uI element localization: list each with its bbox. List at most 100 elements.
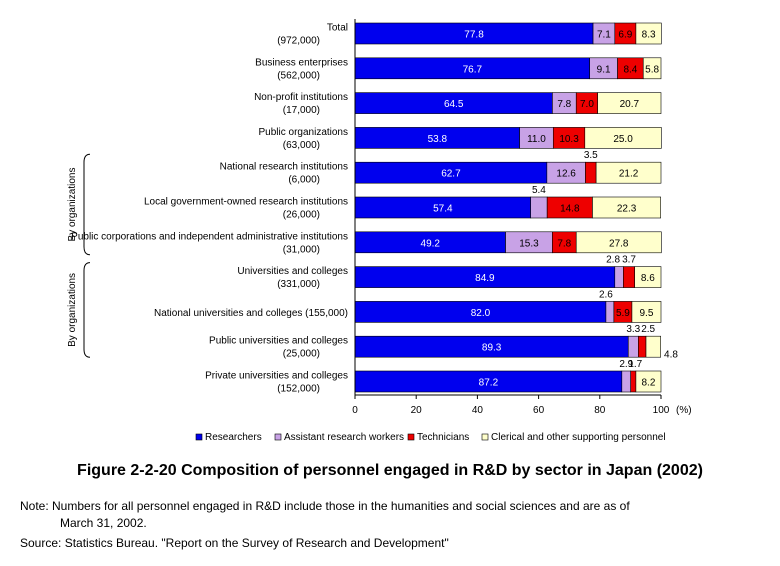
data-label: 5.4: [532, 185, 546, 196]
bar-segment: [631, 301, 662, 323]
bar-segment: [592, 196, 661, 219]
x-tick-label: 0: [352, 405, 358, 416]
data-label: 4.8: [664, 350, 678, 361]
legend-label: Clerical and other supporting personnel: [491, 432, 666, 443]
data-label: 3.5: [584, 150, 598, 161]
category-label: Local government-owned research institut…: [144, 197, 348, 208]
bar-segment: [630, 370, 637, 393]
data-label: 57.4: [433, 204, 453, 215]
category-count: (31,000): [283, 244, 320, 255]
data-label: 20.7: [620, 99, 640, 110]
data-label: 10.3: [559, 134, 579, 145]
data-label: 77.8: [464, 30, 484, 41]
bar-segment: [585, 161, 597, 184]
category-count: (25,000): [283, 349, 320, 360]
data-label: 5.9: [616, 308, 630, 319]
category-count: (6,000): [288, 175, 320, 186]
category-label: Public organizations: [259, 127, 349, 138]
x-unit-label: (%): [676, 405, 692, 416]
x-tick-label: 100: [653, 405, 670, 416]
data-label: 7.8: [557, 99, 571, 110]
data-label: 3.7: [622, 255, 636, 266]
data-label: 49.2: [421, 238, 441, 249]
group-bracket: [83, 262, 91, 358]
data-label: 5.8: [645, 64, 659, 75]
legend-label: Assistant research workers: [284, 432, 404, 443]
group-label: By organizations: [67, 273, 78, 347]
category-label: Public corporations and independent admi…: [71, 231, 348, 242]
data-label: 9.5: [640, 308, 654, 319]
data-label: 62.7: [441, 169, 461, 180]
data-label: 89.3: [482, 343, 502, 354]
bar-segment: [621, 370, 632, 393]
data-label: 2.9: [619, 359, 633, 370]
category-label: Non-profit institutions: [254, 92, 348, 103]
data-label: 3.3: [626, 324, 640, 335]
data-label: 6.9: [618, 30, 632, 41]
note-line-2: March 31, 2002.: [60, 516, 147, 530]
bar-segment: [597, 92, 662, 114]
data-label: 8.2: [642, 378, 656, 389]
bar-segment: [634, 266, 662, 288]
data-label: 21.2: [619, 169, 639, 180]
group-label: By organizations: [67, 168, 78, 242]
data-label: 22.3: [617, 204, 637, 215]
data-label: 2.8: [606, 255, 620, 266]
data-label: 84.9: [475, 273, 495, 284]
legend-swatch: [407, 433, 415, 441]
data-label: 2.6: [599, 289, 613, 300]
data-label: 14.8: [560, 204, 580, 215]
source-line: Source: Statistics Bureau. "Report on th…: [20, 536, 449, 550]
legend-label: Researchers: [205, 432, 262, 443]
category-label: Private universities and colleges: [205, 371, 348, 382]
category-count: (152,000): [277, 384, 320, 395]
category-label: Public universities and colleges: [209, 336, 348, 347]
group-bracket: [83, 153, 91, 256]
category-count: (972,000): [277, 36, 320, 47]
category-label: National universities and colleges (155,…: [154, 308, 348, 319]
category-count: (17,000): [283, 105, 320, 116]
bar-segment: [605, 301, 615, 323]
x-tick-label: 40: [472, 405, 484, 416]
data-label: 8.3: [642, 30, 656, 41]
category-label: Universities and colleges: [237, 266, 348, 277]
data-label: 12.6: [556, 169, 576, 180]
stacked-bar-chart: Total (972,000) 77.8 7.1 6.9 8.3 Business ente…: [67, 19, 692, 443]
category-label: Business enterprises: [255, 57, 348, 68]
bar-segment: [530, 196, 548, 219]
category-count: (331,000): [277, 279, 320, 290]
data-label: 7.8: [557, 238, 571, 249]
category-count: (26,000): [283, 210, 320, 221]
data-label: 11.0: [527, 134, 546, 145]
data-label: 76.7: [463, 64, 483, 75]
legend-swatch: [274, 433, 282, 441]
data-label: 15.3: [519, 238, 539, 249]
category-label: Total: [327, 23, 348, 34]
data-label: 2.5: [641, 324, 655, 335]
x-tick-label: 80: [594, 405, 606, 416]
data-label: 7.0: [580, 99, 594, 110]
data-label: 8.6: [641, 273, 655, 284]
bar-segment: [645, 335, 661, 358]
legend-label: Technicians: [417, 432, 469, 443]
data-label: 25.0: [613, 134, 633, 145]
data-label: 53.8: [428, 134, 448, 145]
x-tick-label: 60: [533, 405, 545, 416]
note-line-1: Note: Numbers for all personnel engaged …: [20, 499, 630, 513]
category-count: (562,000): [277, 70, 320, 81]
data-label: 82.0: [471, 308, 491, 319]
bar-segment: [575, 231, 662, 254]
data-label: 7.1: [597, 30, 611, 41]
bar-segment: [642, 57, 662, 80]
bar-segment: [614, 266, 624, 288]
bar-segment: [584, 127, 662, 149]
data-label: 87.2: [479, 378, 499, 389]
bar-segment: [623, 266, 635, 288]
data-label: 64.5: [444, 99, 464, 110]
legend-swatch: [481, 433, 489, 441]
data-label: 8.4: [623, 64, 637, 75]
bar-segment: [635, 22, 662, 45]
data-label: 27.8: [609, 238, 629, 249]
bar-segment: [638, 335, 647, 358]
figure-caption: Figure 2-2-20 Composition of personnel e…: [77, 462, 703, 479]
